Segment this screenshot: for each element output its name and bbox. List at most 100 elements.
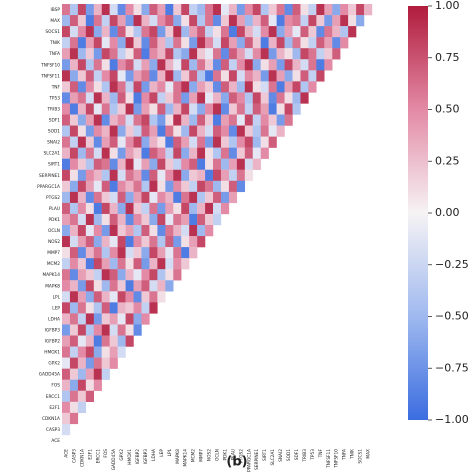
cell	[268, 81, 277, 93]
cell	[260, 81, 269, 93]
cell	[93, 291, 102, 303]
row-label: TNFA	[48, 51, 60, 57]
cell	[165, 26, 174, 38]
cell	[228, 191, 238, 204]
row-label: CDKN1A	[42, 416, 60, 422]
cell	[284, 114, 293, 126]
cell	[77, 158, 87, 170]
column-label: MAPK8	[175, 449, 181, 464]
cell	[205, 225, 214, 237]
cell	[109, 191, 118, 204]
cell	[292, 59, 301, 71]
cell	[213, 70, 222, 82]
cell	[244, 15, 253, 27]
cell	[276, 114, 285, 126]
colorbar-tick-label: −1.00	[435, 413, 469, 426]
cell	[189, 26, 198, 38]
cell	[77, 4, 87, 16]
cell	[77, 324, 87, 336]
column-label: E2F1	[87, 449, 93, 460]
cell	[284, 59, 293, 71]
cell	[117, 136, 126, 148]
cell	[117, 236, 126, 248]
cell	[157, 48, 166, 60]
cell	[141, 125, 150, 137]
cell	[62, 114, 71, 126]
row-label: PDK1	[49, 217, 61, 223]
cell	[77, 15, 87, 27]
cell	[189, 81, 198, 93]
cell	[244, 125, 253, 137]
cell	[101, 136, 110, 148]
cell	[109, 357, 118, 369]
cell	[141, 4, 150, 16]
cell	[332, 48, 341, 60]
cell	[62, 103, 71, 115]
cell	[93, 180, 102, 193]
cell	[109, 26, 118, 38]
cell	[93, 158, 102, 170]
cell	[228, 92, 238, 104]
cell	[268, 70, 277, 82]
cell	[157, 247, 166, 259]
cell	[117, 258, 126, 270]
cell	[62, 313, 71, 325]
cell	[197, 125, 206, 137]
cell	[133, 125, 142, 137]
cell	[133, 247, 142, 259]
cell	[109, 225, 118, 237]
cell	[205, 169, 214, 181]
row-label: CASP3	[46, 427, 60, 433]
cell	[125, 114, 134, 126]
colorbar-tick-label: 0.75	[435, 51, 460, 64]
cell	[276, 37, 285, 49]
cell	[260, 59, 269, 71]
cell	[101, 4, 110, 16]
cell	[62, 335, 71, 347]
cell	[220, 81, 230, 93]
cell	[181, 136, 190, 148]
row-label: MAX	[50, 18, 60, 24]
cell	[220, 26, 230, 38]
cell	[189, 236, 198, 248]
cell	[77, 125, 87, 137]
row-label: MAPK14	[42, 272, 60, 278]
cell	[197, 26, 206, 38]
cell	[244, 26, 253, 38]
cell	[85, 169, 94, 181]
column-label: NOS2	[207, 449, 213, 461]
cell	[133, 225, 142, 237]
cell	[316, 26, 325, 38]
cell	[165, 136, 174, 148]
cell	[284, 81, 293, 93]
cell	[173, 147, 182, 159]
cell	[268, 48, 277, 60]
cell	[173, 4, 182, 16]
cell	[69, 59, 79, 71]
cell	[125, 92, 134, 104]
cell	[236, 81, 246, 93]
cell	[77, 302, 87, 314]
cell	[260, 4, 269, 16]
row-label: IGFBP2	[45, 339, 61, 345]
cell	[77, 70, 87, 82]
cell	[109, 180, 118, 193]
cell	[69, 280, 79, 292]
cell	[101, 147, 110, 159]
column-label: OCLN	[215, 449, 221, 461]
cell	[117, 247, 126, 259]
cell	[149, 202, 158, 215]
cell	[173, 269, 182, 281]
cell	[157, 202, 166, 215]
cell	[300, 26, 309, 38]
column-label: CDKN1A	[79, 449, 85, 467]
column-label: GPX2	[119, 449, 125, 461]
row-label: SERPINE1	[39, 173, 60, 179]
cell	[117, 48, 126, 60]
cell	[77, 247, 87, 259]
cell	[69, 37, 79, 49]
cell	[62, 4, 71, 16]
cell	[77, 114, 87, 126]
cell	[197, 236, 206, 248]
cell	[157, 37, 166, 49]
